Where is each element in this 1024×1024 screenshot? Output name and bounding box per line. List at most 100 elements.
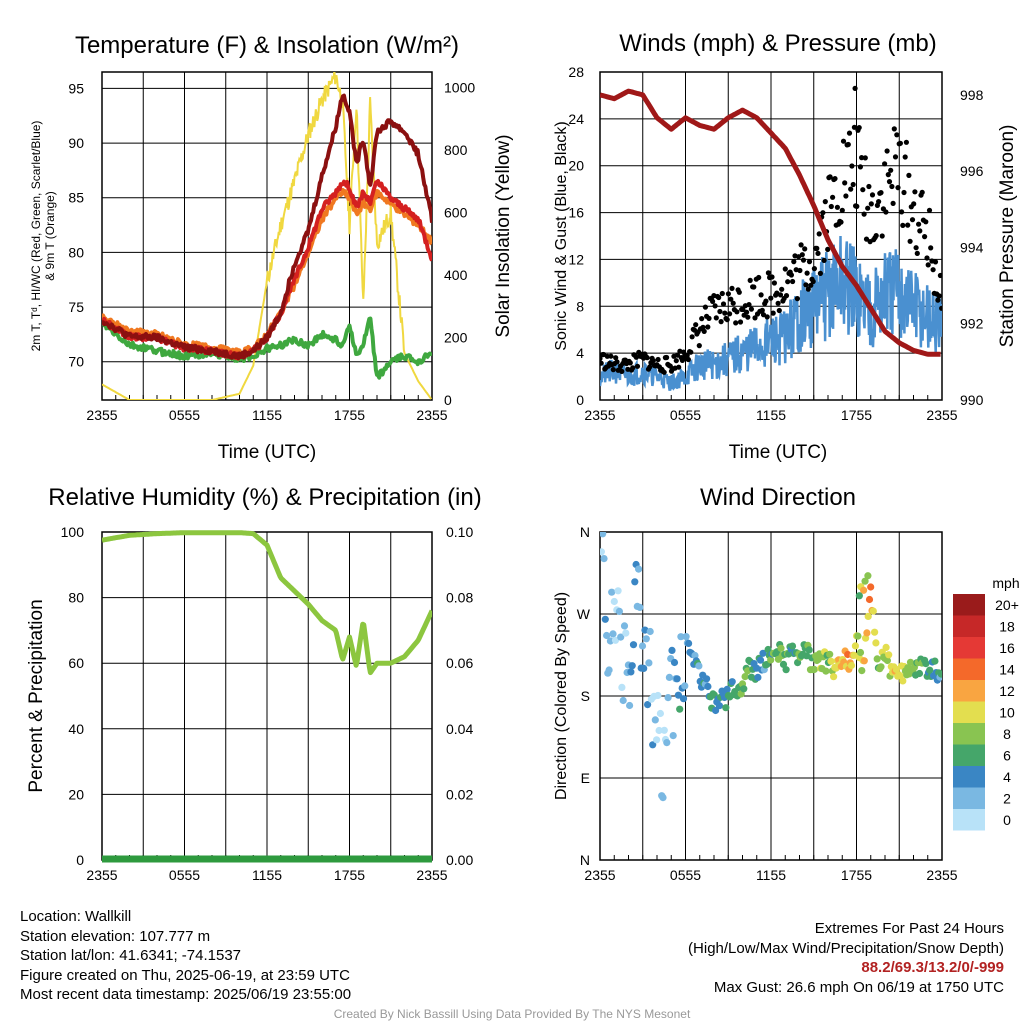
gust-point (724, 317, 730, 323)
direction-point (871, 628, 879, 636)
gust-point (775, 300, 781, 306)
direction-point (715, 702, 724, 710)
direction-point (601, 615, 609, 623)
gust-point (878, 190, 884, 196)
gust-point (800, 257, 807, 263)
y-tick-label: N (580, 852, 590, 868)
y-tick-label: 80 (68, 590, 84, 606)
y-tick-label: 20 (68, 786, 84, 802)
gust-point (688, 349, 694, 355)
legend-title: mph (992, 575, 1019, 591)
gust-point (936, 293, 942, 299)
legend-label: 10 (999, 705, 1015, 721)
y-axis-label-2: & 9m T (Orange) (43, 191, 57, 281)
gust-point (696, 343, 702, 349)
direction-point (805, 646, 813, 654)
gust-point (894, 132, 900, 138)
chart-title: Relative Humidity (%) & Precipitation (i… (48, 484, 481, 511)
gust-point (873, 233, 879, 239)
direction-point (712, 706, 720, 715)
gust-point (916, 221, 922, 227)
y2-tick-label: 990 (960, 392, 984, 408)
gust-point (832, 176, 838, 182)
direction-point (651, 716, 659, 724)
direction-point (600, 532, 607, 538)
legend-label: 8 (1003, 726, 1011, 742)
gust-point (895, 185, 901, 191)
direction-point (777, 644, 785, 652)
direction-point (861, 577, 869, 585)
direction-point (860, 657, 868, 665)
legend-label: 2 (1003, 791, 1011, 807)
direction-point (600, 555, 608, 563)
gust-point (673, 358, 679, 364)
gust-point (737, 319, 744, 325)
y-tick-label: 20 (568, 158, 584, 174)
extremes-subtitle: (High/Low/Max Wind/Precipitation/Snow De… (688, 939, 1004, 957)
y2-tick-label: 1000 (444, 80, 475, 96)
gust-point (827, 174, 833, 180)
gust-point (923, 219, 929, 225)
gust-point (922, 234, 928, 240)
direction-point (873, 655, 881, 663)
gust-point (779, 286, 785, 292)
y2-tick-label: 200 (444, 330, 468, 346)
gust-point (851, 124, 858, 130)
gust-point (655, 356, 661, 363)
insolation-line (102, 72, 432, 400)
plot-area (600, 85, 942, 391)
direction-point (695, 662, 703, 670)
x-tick-label: 2355 (86, 407, 117, 423)
credit-text: Created By Nick Bassill Using Data Provi… (333, 1007, 691, 1021)
panel-winds: 2355 0555 1155 1755 235504812162024289909929… (553, 30, 1018, 463)
direction-point (627, 668, 635, 676)
direction-point (663, 739, 671, 747)
gust-point (843, 193, 849, 199)
location-text: Location: Wallkill (20, 908, 132, 925)
gust-point (748, 306, 755, 312)
gust-point (705, 324, 711, 330)
gust-point (804, 270, 810, 276)
direction-point (614, 587, 622, 595)
direction-point (645, 659, 653, 667)
y2-axis-label: Station Pressure (Maroon) (997, 125, 1018, 348)
gust-point (930, 267, 936, 273)
gust-point (647, 364, 653, 370)
gust-point (860, 187, 866, 193)
x-tick-label: 1155 (756, 867, 786, 883)
chart-title: Wind Direction (700, 484, 856, 511)
gust-point (808, 282, 814, 288)
x-tick-label: 2355 (584, 407, 615, 423)
dewpoint-line (102, 316, 432, 380)
y2-tick-label: 0.06 (446, 655, 473, 671)
gust-point (939, 305, 942, 311)
direction-point (860, 586, 868, 594)
gust-point (892, 154, 899, 160)
direction-point (858, 667, 866, 675)
direction-point (926, 666, 934, 674)
plot-area (102, 72, 432, 400)
gust-point (614, 359, 620, 365)
direction-point (603, 631, 611, 640)
direction-point (877, 663, 885, 671)
gust-point (879, 233, 885, 239)
legend-swatch (953, 701, 985, 723)
gust-point (730, 300, 736, 306)
x-tick-label: 2355 (926, 867, 957, 883)
direction-point (665, 673, 674, 682)
gust-point (876, 199, 882, 205)
x-tick-label: 1755 (334, 867, 365, 883)
y2-tick-label: 800 (444, 142, 468, 158)
gust-point (802, 246, 808, 252)
direction-point (906, 658, 915, 666)
direction-point (668, 646, 676, 655)
direction-point (649, 741, 657, 749)
gust-point (751, 284, 757, 290)
direction-point (600, 548, 605, 556)
direction-point (660, 726, 668, 734)
x-tick-label: 1755 (334, 407, 365, 423)
direction-point (922, 660, 930, 668)
x-tick-label: 0555 (670, 867, 701, 883)
gust-point (650, 358, 656, 364)
x-tick-label: 1755 (841, 867, 872, 883)
